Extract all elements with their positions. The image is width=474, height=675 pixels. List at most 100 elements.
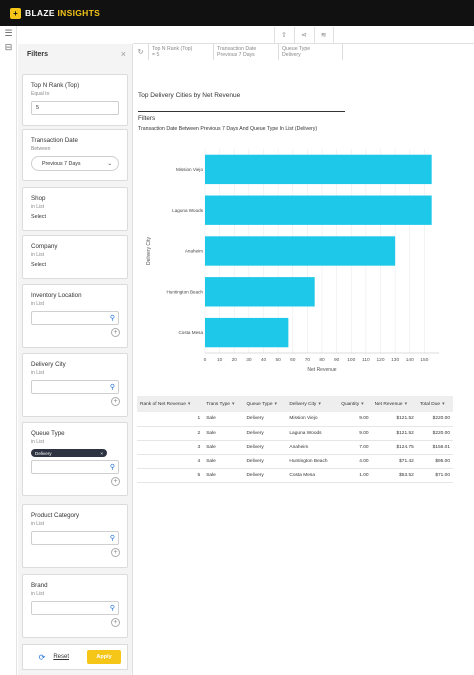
- divider: [138, 111, 345, 112]
- column-header[interactable]: Total Due ▾: [416, 396, 453, 412]
- search-icon[interactable]: ⚲: [109, 464, 115, 471]
- applied-filter-chip[interactable]: Top N Rank (Top) = 5: [148, 44, 213, 60]
- y-axis-label: Delivery City: [146, 236, 152, 265]
- chevron-down-icon: ⌄: [107, 160, 112, 167]
- filter-operator[interactable]: in List: [31, 521, 45, 527]
- refresh-icon[interactable]: ↻: [137, 49, 144, 56]
- add-icon[interactable]: +: [111, 477, 120, 486]
- product-category-input[interactable]: ⚲: [31, 531, 119, 545]
- refresh-icon[interactable]: ⟳: [38, 652, 46, 662]
- filter-operator[interactable]: in List: [31, 204, 45, 210]
- filter-operator[interactable]: Equal to: [31, 91, 50, 97]
- x-tick-label: 80: [319, 357, 325, 363]
- table-cell: 5: [137, 468, 204, 483]
- applied-filters-bar: ↻ Top N Rank (Top) = 5 Transaction Date Pr…: [133, 44, 343, 60]
- shop-select[interactable]: Select: [31, 214, 46, 220]
- delivery-city-input[interactable]: ⚲: [31, 380, 119, 394]
- column-header[interactable]: Quantity ▾: [338, 396, 372, 412]
- table-row: 2 Sale Delivery Laguna Woods 9.00 $121.52 $220…: [137, 426, 453, 441]
- brand-name: BLAZE INSIGHTS: [25, 8, 101, 18]
- filter-operator[interactable]: in List: [31, 439, 45, 445]
- table-cell: Delivery: [243, 468, 287, 483]
- top-n-input[interactable]: 5: [31, 101, 119, 115]
- add-icon[interactable]: +: [111, 397, 120, 406]
- table-cell: Anaheim: [286, 440, 339, 455]
- table-row: 5 Sale Delivery Costa Mesa 1.00 $53.52 $71.00: [137, 468, 453, 483]
- share-icon[interactable]: ⇧: [273, 26, 294, 43]
- filter-inventory-location: Inventory Location in List ⚲ +: [22, 284, 128, 348]
- close-icon[interactable]: ×: [100, 450, 103, 456]
- filter-operator[interactable]: in List: [31, 591, 45, 597]
- x-tick-label: 40: [261, 357, 267, 363]
- bar-chart: 0 10 20 30 40 50 60 70 80 90 100 110 120 130 140 150 Mis…: [146, 149, 439, 373]
- bar: [205, 277, 315, 307]
- y-tick-label: Laguna Woods: [172, 208, 204, 213]
- filter-operator[interactable]: Between: [31, 146, 51, 152]
- table-cell: 9.00: [338, 426, 372, 441]
- filter-label: Queue Type: [31, 430, 65, 437]
- applied-filter-chip[interactable]: Queue Type Delivery: [278, 44, 343, 60]
- table-cell: $95.00: [416, 454, 453, 469]
- queue-type-chip[interactable]: Delivery ×: [31, 449, 107, 457]
- report-filters-heading: Filters: [138, 115, 156, 122]
- column-header[interactable]: Delivery City ▾: [286, 396, 339, 412]
- x-tick-label: 10: [217, 357, 223, 363]
- sort-icon[interactable]: ▾: [361, 401, 364, 407]
- inventory-location-input[interactable]: ⚲: [31, 311, 119, 325]
- date-range-select[interactable]: Previous 7 Days ⌄: [31, 156, 119, 171]
- bar: [205, 236, 396, 266]
- reset-button[interactable]: Reset: [53, 654, 69, 660]
- table-cell: Laguna Woods: [286, 426, 339, 441]
- search-icon[interactable]: ⚲: [109, 605, 115, 612]
- applied-filter-chip[interactable]: Transaction Date Previous 7 Days: [213, 44, 278, 60]
- table-row: 3 Sale Delivery Anaheim 7.00 $124.75 $156.01: [137, 440, 453, 455]
- sort-icon[interactable]: ▾: [442, 401, 445, 407]
- filter-operator[interactable]: in List: [31, 301, 45, 307]
- column-header[interactable]: Net Revenue ▾: [371, 396, 417, 412]
- report-title: Top Delivery Cities by Net Revenue: [138, 92, 241, 99]
- company-select[interactable]: Select: [31, 262, 46, 268]
- filter-label: Brand: [31, 582, 48, 589]
- sort-icon[interactable]: ▾: [318, 401, 321, 407]
- sort-icon[interactable]: ▾: [187, 401, 191, 407]
- x-tick-label: 0: [204, 357, 207, 363]
- filter-operator[interactable]: in List: [31, 252, 45, 258]
- filter-label: Product Category: [31, 512, 80, 519]
- search-icon[interactable]: ⚲: [109, 315, 115, 322]
- table-cell: Costa Mesa: [286, 468, 339, 483]
- menu-icon[interactable]: ☰: [4, 27, 13, 38]
- filter-top-n: Top N Rank (Top) Equal to 5: [22, 74, 128, 126]
- column-header[interactable]: Trans Type ▾: [203, 396, 244, 412]
- add-icon[interactable]: +: [111, 328, 120, 337]
- link-icon[interactable]: ⋖: [293, 26, 314, 43]
- table-cell: Delivery: [243, 412, 287, 427]
- sort-icon[interactable]: ▾: [231, 401, 235, 407]
- add-icon[interactable]: +: [111, 548, 120, 557]
- search-icon[interactable]: ⚲: [109, 535, 115, 542]
- table-cell: Huntington Beach: [286, 454, 339, 469]
- filter-operator[interactable]: in List: [31, 370, 45, 376]
- table-cell: Sale: [203, 440, 244, 455]
- apply-button[interactable]: Apply: [87, 650, 121, 664]
- table-row: 1 Sale Delivery Mission Viejo 9.00 $121.52 $22…: [137, 412, 453, 427]
- table-header-row: Rank of Net Revenue ▾ Trans Type ▾ Queue Typ…: [137, 396, 453, 412]
- brand-input[interactable]: ⚲: [31, 601, 119, 615]
- filters-footer: ⟳ Reset Apply: [22, 644, 128, 670]
- column-header[interactable]: Queue Type ▾: [243, 396, 287, 412]
- filter-icon[interactable]: ⊟: [4, 41, 13, 52]
- table-cell: $71.42: [371, 454, 417, 469]
- search-icon[interactable]: ⚲: [109, 384, 115, 391]
- column-header[interactable]: Rank of Net Revenue ▾: [137, 396, 204, 412]
- sort-icon[interactable]: ▾: [404, 401, 408, 407]
- sort-icon[interactable]: ▾: [274, 401, 278, 407]
- filter-label: Company: [31, 243, 58, 250]
- rss-icon[interactable]: ≋: [313, 26, 334, 43]
- add-icon[interactable]: +: [111, 618, 120, 627]
- table-cell: $53.52: [371, 468, 417, 483]
- x-tick-label: 150: [420, 357, 428, 363]
- filter-label: Delivery City: [31, 361, 66, 368]
- queue-type-input[interactable]: ⚲: [31, 460, 119, 474]
- y-tick-label: Mission Viejo: [176, 167, 203, 172]
- close-icon[interactable]: ×: [120, 49, 126, 59]
- table-cell: $121.52: [371, 426, 417, 441]
